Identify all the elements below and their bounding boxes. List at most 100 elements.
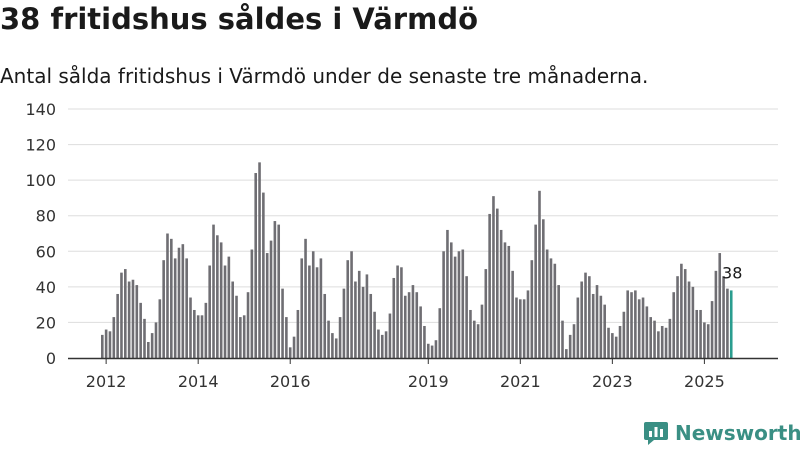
bar-130: [599, 295, 603, 358]
bar-125: [580, 281, 583, 358]
bar-89: [442, 251, 445, 358]
bar-22: [185, 258, 188, 358]
bar-155: [695, 309, 699, 358]
bar-50: [292, 336, 296, 358]
bar-115: [542, 219, 545, 358]
bar-74: [384, 331, 388, 358]
bar-13: [150, 333, 154, 358]
bar-11: [143, 318, 146, 358]
bar-149: [672, 292, 676, 358]
page-subtitle: Antal sålda fritidshus i Värmdö under de…: [0, 64, 649, 88]
x-axis: 2012 2014 2016 2019 2021 2023 2025: [68, 357, 778, 391]
bar-18: [170, 238, 173, 358]
bar-56: [315, 267, 319, 358]
bar-60: [331, 333, 334, 358]
bar-134: [614, 336, 618, 358]
bar-136: [622, 311, 626, 358]
bar-150: [676, 276, 679, 358]
bar-148: [668, 318, 672, 358]
bar-29: [212, 224, 215, 358]
bar-33: [227, 256, 231, 358]
bar-108: [515, 297, 518, 358]
bar-23: [189, 297, 192, 358]
bar-53: [304, 238, 307, 358]
bar-34: [231, 281, 234, 358]
bar-127: [588, 276, 591, 358]
bar-99: [480, 304, 484, 358]
y-tick-label-0: 0: [46, 349, 56, 368]
bar-82: [415, 292, 419, 358]
bar-8: [131, 279, 135, 358]
x-tick-label-2025: 2025: [684, 372, 725, 391]
x-tick-label-2023: 2023: [592, 372, 633, 391]
bar-88: [438, 308, 442, 358]
bar-140: [637, 299, 641, 358]
bar-117: [549, 258, 553, 358]
bar-157: [703, 322, 706, 358]
bar-0: [101, 334, 104, 358]
bar-72: [377, 329, 380, 358]
bar-124: [576, 297, 580, 358]
bar-17: [166, 233, 169, 358]
bar-132: [607, 327, 610, 358]
bar-159: [710, 301, 714, 358]
bar-76: [392, 277, 396, 358]
bar-118: [553, 263, 557, 358]
bar-142: [645, 306, 649, 358]
bar-133: [611, 333, 614, 358]
page-title: 38 fritidshus såldes i Värmdö: [0, 2, 479, 36]
bar-15: [158, 299, 162, 358]
bar-16: [162, 260, 165, 358]
bar-68: [361, 286, 365, 358]
bar-78: [400, 267, 403, 358]
bar-141: [641, 297, 645, 358]
bar-45: [273, 221, 277, 358]
bar-39: [250, 249, 254, 358]
bar-4: [116, 293, 119, 358]
bar-146: [660, 325, 664, 358]
bar-71: [373, 311, 376, 358]
x-tick-label-2012: 2012: [86, 372, 127, 391]
y-tick-label-20: 20: [36, 313, 56, 332]
y-tick-label-80: 80: [36, 207, 56, 226]
bar-116: [545, 249, 549, 358]
bar-chart-logo-icon: [644, 422, 668, 445]
bar-120: [561, 320, 564, 358]
bar-85: [426, 343, 430, 358]
bar-48: [285, 317, 288, 358]
bar-40: [254, 173, 257, 358]
y-axis-ticks: 0 20 40 60 80 100 120 140: [25, 100, 56, 368]
bar-9: [135, 285, 139, 358]
bar-87: [434, 340, 438, 358]
bar-106: [507, 245, 511, 358]
y-tick-label-60: 60: [36, 242, 56, 261]
bar-113: [534, 224, 537, 358]
bar-109: [519, 299, 522, 358]
bar-121: [565, 349, 568, 358]
bar-19: [173, 258, 177, 358]
newsworthy-logo[interactable]: Newsworthy: [643, 420, 800, 446]
bar-84: [423, 325, 426, 358]
bar-163: [726, 288, 729, 358]
bar-112: [530, 260, 534, 358]
bar-101: [488, 213, 491, 358]
x-tick-label-2014: 2014: [178, 372, 219, 391]
bar-110: [522, 299, 526, 358]
bar-7: [127, 281, 131, 358]
bar-64: [346, 260, 350, 358]
bar-122: [568, 334, 572, 358]
bar-59: [327, 320, 330, 358]
bar-156: [699, 309, 702, 358]
bar-83: [419, 306, 422, 358]
latest-value-label: 38: [722, 263, 742, 282]
bar-62: [338, 317, 342, 358]
bar-162: [722, 276, 725, 358]
bar-154: [691, 286, 695, 358]
x-tick-label-2021: 2021: [500, 372, 541, 391]
bar-61: [334, 338, 338, 358]
bar-152: [683, 269, 687, 358]
bar-47: [281, 288, 284, 358]
bar-105: [503, 242, 507, 358]
bar-28: [208, 265, 211, 358]
